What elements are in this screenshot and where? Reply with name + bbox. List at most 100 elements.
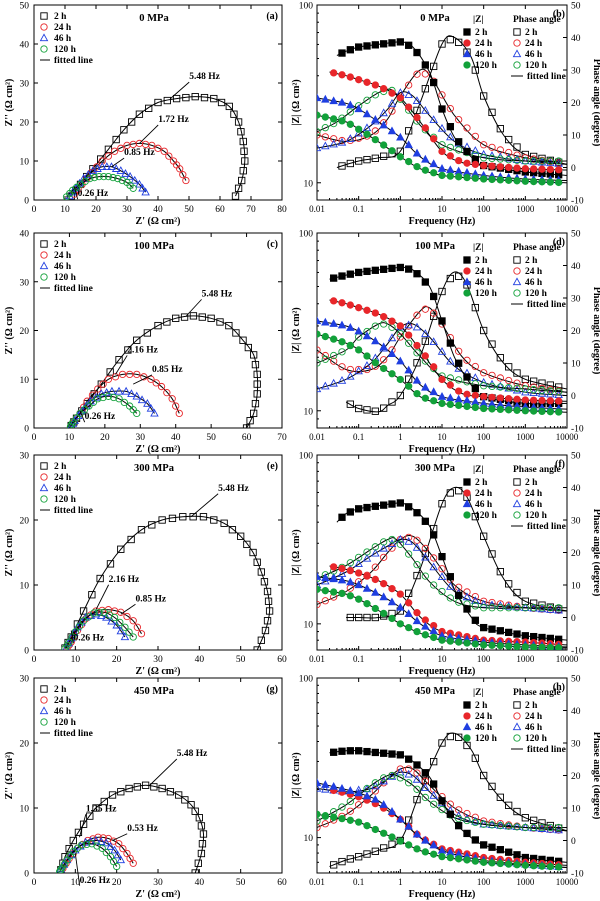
legend-marker [463,267,471,275]
phase-point [463,809,471,818]
data-point [71,628,79,636]
phase-point [504,601,513,610]
phase-point [396,534,405,543]
phase-point [512,385,522,394]
modulus-point [355,569,363,577]
phase-point [446,143,454,152]
legend-label: 24 h [54,23,72,33]
legend-label: 120 h [525,734,548,744]
legend-label: 2 h [54,462,67,472]
x-tick-label: 60 [277,878,287,888]
modulus-point [387,126,397,135]
annotation-label: 0.26 Hz [78,189,109,199]
phase-point [337,375,347,384]
phase-point [513,151,521,159]
phase-point [354,559,363,568]
modulus-point [446,381,454,389]
modulus-point [412,148,422,157]
data-point [133,783,141,791]
modulus-point [430,292,438,301]
modulus-point [446,573,454,581]
data-point [147,375,155,383]
modulus-point [430,363,438,371]
legend-header: |Z| [473,243,484,253]
modulus-point [338,338,346,346]
x-tick-label: 50 [236,655,246,665]
phase-point [446,594,454,602]
data-point [104,152,113,160]
data-point [253,390,261,398]
annotation-arrow [79,814,87,838]
y2-tick-label: 50 [571,452,581,462]
data-point [198,840,207,848]
modulus-point [463,173,471,182]
legend-label: 2 h [525,478,538,488]
phase-point [446,104,454,113]
x-axis-label: Frequency (Hz) [409,666,476,677]
x-tick-label: 80 [277,205,287,215]
modulus-point [412,616,422,625]
x-tick-label: 0 [32,655,37,665]
phase-point [487,820,497,829]
annotation-label: 5.48 Hz [177,749,208,759]
data-point [88,591,96,599]
legend-marker [40,251,48,259]
x-tick-label: 10 [438,877,448,887]
phase-point [479,377,488,386]
phase-point [496,793,504,801]
phase-point [317,359,321,367]
data-point [246,417,254,425]
legend-header: Phase angle [513,15,561,25]
legend-header: Phase angle [513,688,561,698]
x-tick-label: 50 [206,433,216,443]
phase-point [555,387,563,396]
modulus-point [513,642,521,650]
modulus-point [480,161,488,170]
data-point [63,856,71,864]
data-point [62,855,72,864]
y-tick-label: 10 [20,158,30,168]
phase-point [455,115,463,124]
data-point [126,370,134,379]
phase-point [496,604,504,612]
phase-point [480,382,488,390]
data-point [85,613,93,621]
phase-point [317,580,322,589]
phase-point [355,404,363,413]
y2-tick-label: 20 [571,327,581,337]
phase-point [354,128,363,137]
phase-point [446,581,455,590]
data-point [138,183,147,192]
phase-point [496,354,504,362]
modulus-point [321,113,329,121]
data-point [157,382,166,391]
modulus-point [329,782,338,790]
phase-point [521,823,529,832]
data-point [102,612,111,621]
phase-point [496,155,504,163]
phase-point [455,733,463,741]
modulus-point [488,641,496,649]
phase-point [513,588,521,597]
modulus-point [355,76,363,84]
modulus-point [471,836,479,844]
data-point [191,807,199,815]
x-tick-label: 10 [71,655,81,665]
modulus-point [438,105,446,113]
data-point [194,859,202,867]
data-point [118,176,127,185]
phase-point [521,385,529,393]
modulus-point [438,147,446,156]
phase-point [330,861,338,869]
y2-tick-label: 40 [571,34,581,44]
modulus-point [338,71,346,79]
modulus-point [421,382,430,391]
modulus-point [446,123,454,131]
x-tick-label: 0.1 [353,432,364,442]
legend-label: 46 h [475,278,493,288]
modulus-point [455,156,463,165]
phase-point [471,362,479,371]
modulus-point [438,399,446,408]
y-tick-label: 20 [20,517,30,527]
x-axis-label: Frequency (Hz) [409,889,476,900]
